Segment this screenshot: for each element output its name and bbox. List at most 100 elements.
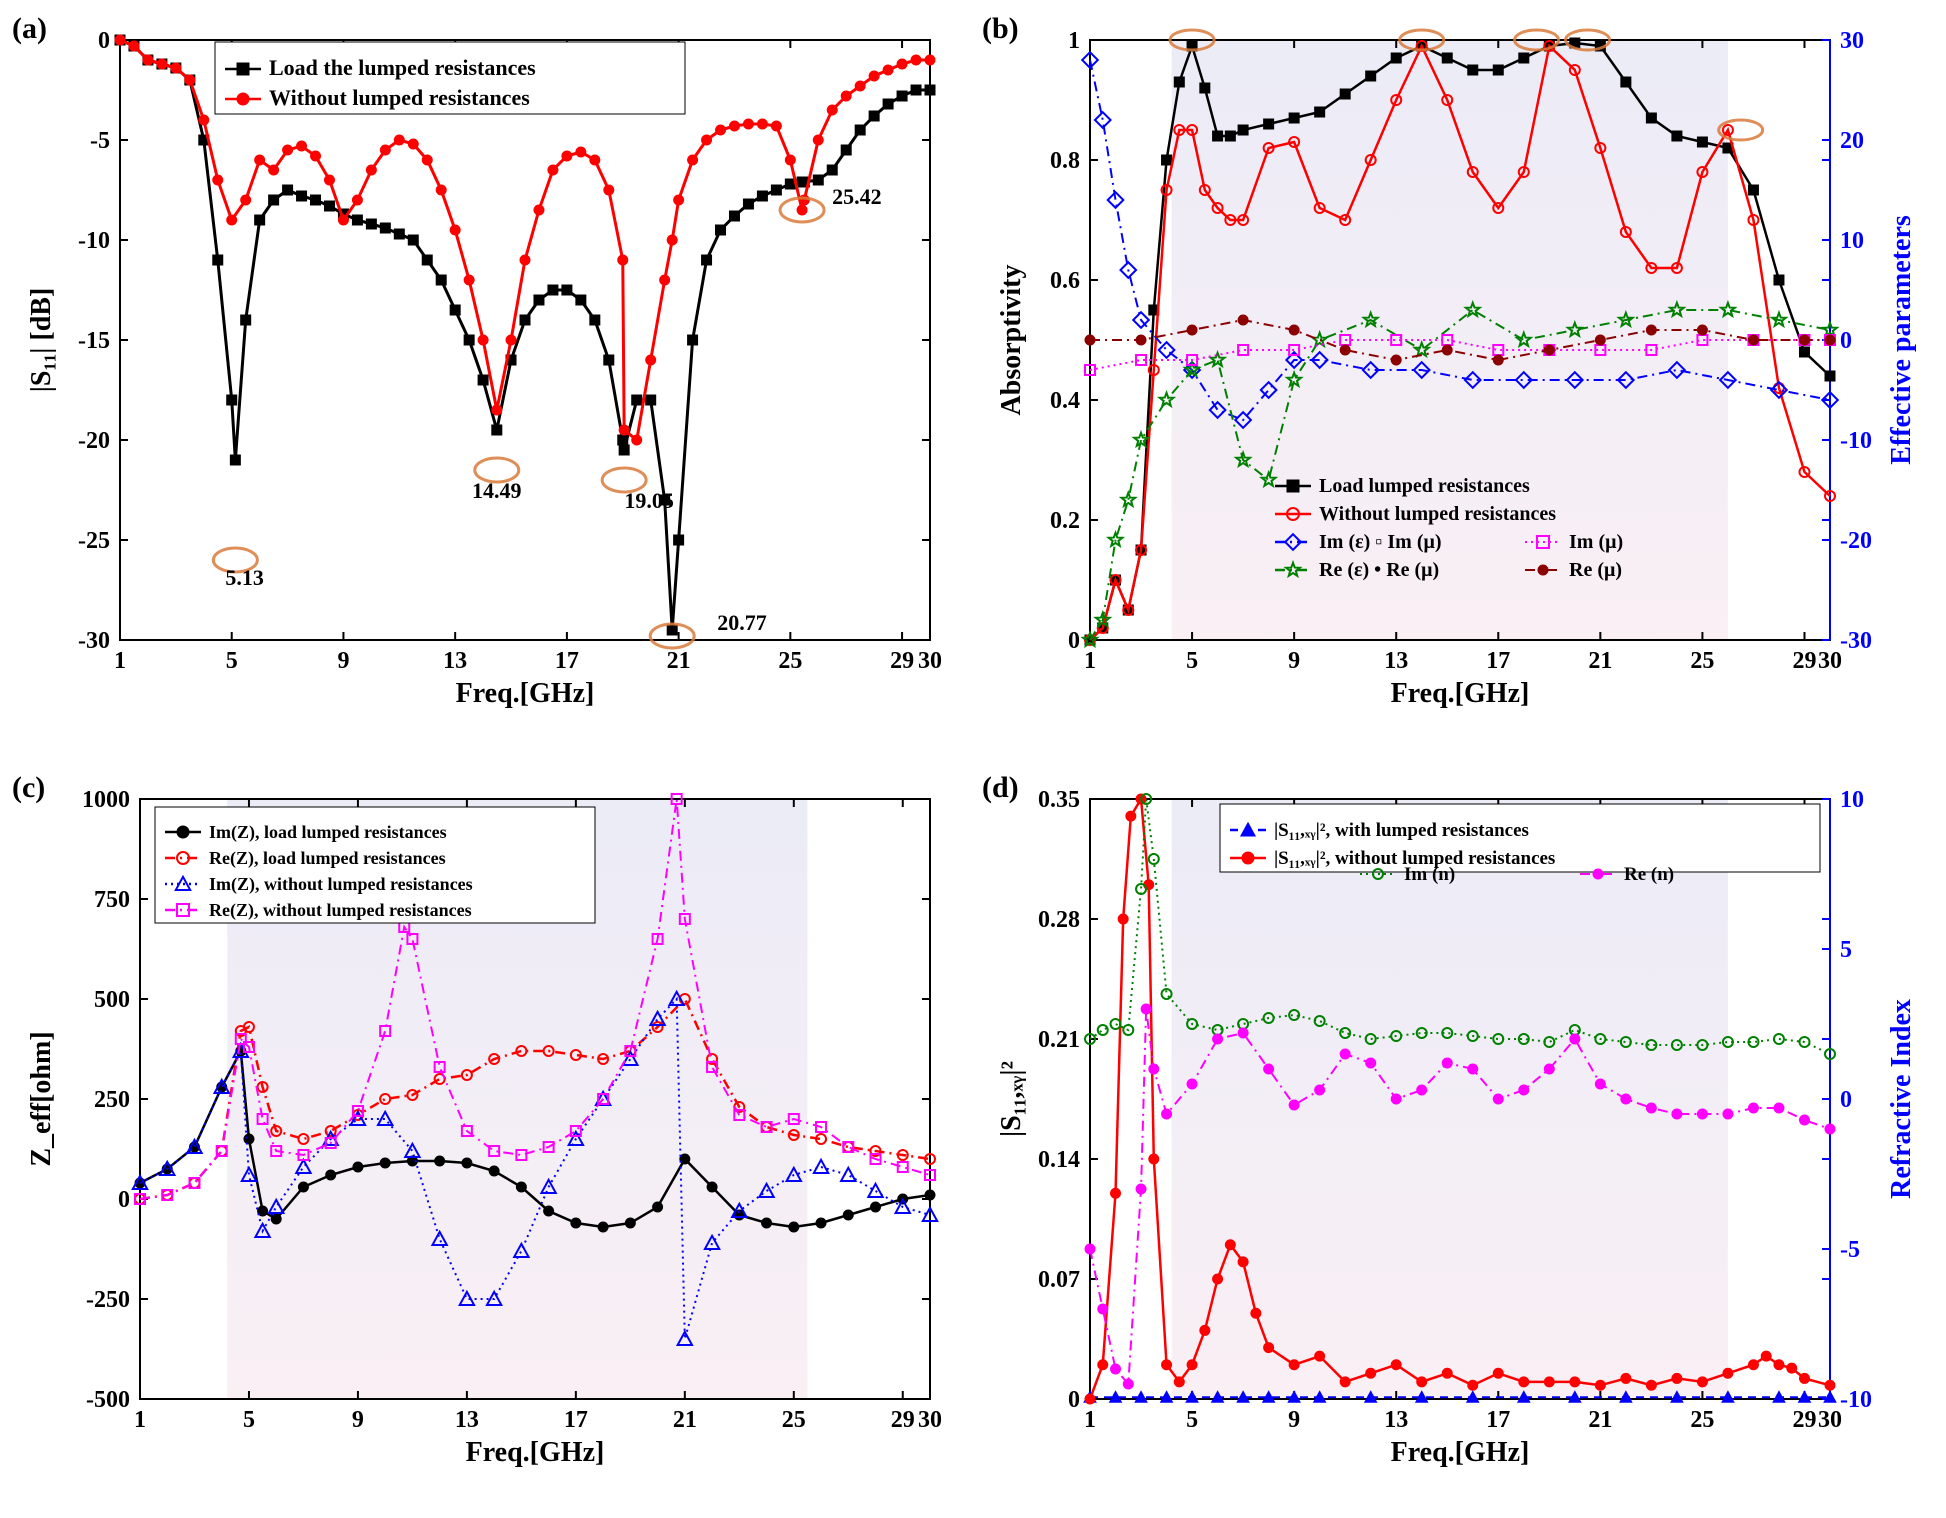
svg-text:1: 1 bbox=[1084, 1407, 1096, 1433]
svg-text:9: 9 bbox=[1288, 648, 1300, 674]
svg-text:5: 5 bbox=[1840, 937, 1852, 963]
svg-text:-500: -500 bbox=[86, 1387, 130, 1413]
svg-text:17: 17 bbox=[564, 1407, 588, 1433]
svg-text:29: 29 bbox=[1792, 648, 1816, 674]
svg-text:-30: -30 bbox=[1840, 628, 1872, 654]
svg-text:Freq.[GHz]: Freq.[GHz] bbox=[456, 678, 595, 709]
svg-text:29: 29 bbox=[890, 648, 914, 674]
svg-text:1: 1 bbox=[114, 648, 126, 674]
svg-text:250: 250 bbox=[94, 1087, 130, 1113]
svg-text:Absorptivity: Absorptivity bbox=[996, 265, 1027, 416]
panel-a-label: (a) bbox=[12, 12, 47, 46]
svg-text:-250: -250 bbox=[86, 1287, 130, 1313]
svg-text:25: 25 bbox=[1690, 648, 1714, 674]
svg-text:29: 29 bbox=[1792, 1407, 1816, 1433]
svg-text:17: 17 bbox=[1486, 648, 1510, 674]
svg-text:0.07: 0.07 bbox=[1038, 1267, 1080, 1293]
svg-text:30: 30 bbox=[1818, 1407, 1842, 1433]
svg-text:Im (μ): Im (μ) bbox=[1569, 531, 1623, 553]
svg-text:|S₁₁,ₓᵧ|², with lumped resista: |S₁₁,ₓᵧ|², with lumped resistances bbox=[1274, 820, 1529, 841]
svg-text:0: 0 bbox=[1068, 628, 1080, 654]
svg-text:Re(Z), load lumped resistances: Re(Z), load lumped resistances bbox=[209, 848, 446, 869]
svg-text:1: 1 bbox=[1084, 648, 1096, 674]
svg-text:Refractive Index: Refractive Index bbox=[1886, 999, 1917, 1199]
svg-text:-20: -20 bbox=[1840, 528, 1872, 554]
svg-text:19.05: 19.05 bbox=[624, 488, 674, 513]
svg-text:Z_eff[ohm]: Z_eff[ohm] bbox=[26, 1031, 57, 1166]
svg-text:20.77: 20.77 bbox=[717, 610, 767, 635]
svg-text:5: 5 bbox=[1186, 1407, 1198, 1433]
svg-text:21: 21 bbox=[1588, 648, 1612, 674]
svg-text:-20: -20 bbox=[78, 428, 110, 454]
svg-text:Re (μ): Re (μ) bbox=[1569, 559, 1622, 581]
svg-text:17: 17 bbox=[555, 648, 579, 674]
svg-text:10: 10 bbox=[1840, 228, 1864, 254]
svg-text:25: 25 bbox=[778, 648, 802, 674]
svg-text:13: 13 bbox=[1384, 648, 1408, 674]
svg-text:Freq.[GHz]: Freq.[GHz] bbox=[466, 1437, 605, 1468]
svg-text:9: 9 bbox=[337, 648, 349, 674]
svg-text:9: 9 bbox=[1288, 1407, 1300, 1433]
svg-text:Re (n): Re (n) bbox=[1624, 864, 1674, 885]
panel-a: (a) 159131721252930-30-25-20-15-10-50Fre… bbox=[20, 20, 960, 739]
svg-text:5.13: 5.13 bbox=[225, 565, 263, 590]
panel-b: (b) 15913172125293000.20.40.60.81-30-20-… bbox=[990, 20, 1930, 739]
svg-text:0: 0 bbox=[118, 1187, 130, 1213]
svg-text:Effective parameters: Effective parameters bbox=[1886, 215, 1917, 465]
svg-text:25: 25 bbox=[782, 1407, 806, 1433]
svg-text:-5: -5 bbox=[90, 128, 110, 154]
svg-text:13: 13 bbox=[443, 648, 467, 674]
svg-text:Without lumped resistances: Without lumped resistances bbox=[269, 85, 530, 110]
svg-text:20: 20 bbox=[1840, 128, 1864, 154]
svg-text:25: 25 bbox=[1690, 1407, 1714, 1433]
panel-d: (d) 15913172125293000.070.140.210.280.35… bbox=[990, 779, 1930, 1498]
svg-text:30: 30 bbox=[1840, 28, 1864, 54]
svg-text:Im(Z), without lumped resistan: Im(Z), without lumped resistances bbox=[209, 874, 473, 895]
svg-text:1: 1 bbox=[1068, 28, 1080, 54]
svg-text:5: 5 bbox=[226, 648, 238, 674]
svg-text:Im (ε) ▫ Im (μ): Im (ε) ▫ Im (μ) bbox=[1319, 531, 1442, 553]
svg-text:21: 21 bbox=[1588, 1407, 1612, 1433]
svg-text:1: 1 bbox=[134, 1407, 146, 1433]
figure-grid: (a) 159131721252930-30-25-20-15-10-50Fre… bbox=[20, 20, 1926, 1498]
svg-text:0.28: 0.28 bbox=[1038, 907, 1080, 933]
svg-text:0.6: 0.6 bbox=[1050, 268, 1080, 294]
svg-text:|S₁₁,ₓᵧ|²: |S₁₁,ₓᵧ|² bbox=[996, 1061, 1027, 1137]
svg-text:0: 0 bbox=[1068, 1387, 1080, 1413]
panel-c-label: (c) bbox=[12, 771, 45, 805]
svg-text:13: 13 bbox=[1384, 1407, 1408, 1433]
svg-text:0.35: 0.35 bbox=[1038, 787, 1080, 813]
svg-text:-10: -10 bbox=[78, 228, 110, 254]
svg-text:0: 0 bbox=[98, 28, 110, 54]
svg-text:Re(Z), without lumped resistan: Re(Z), without lumped resistances bbox=[209, 900, 472, 921]
svg-text:0.8: 0.8 bbox=[1050, 148, 1080, 174]
svg-text:Im(Z), load lumped resistances: Im(Z), load lumped resistances bbox=[209, 822, 447, 843]
svg-text:-10: -10 bbox=[1840, 1387, 1872, 1413]
svg-text:0.21: 0.21 bbox=[1038, 1027, 1080, 1053]
svg-text:5: 5 bbox=[243, 1407, 255, 1433]
svg-text:Freq.[GHz]: Freq.[GHz] bbox=[1391, 1437, 1530, 1468]
svg-text:Without lumped resistances: Without lumped resistances bbox=[1319, 503, 1556, 525]
svg-text:|S₁₁| [dB]: |S₁₁| [dB] bbox=[26, 288, 57, 393]
svg-text:30: 30 bbox=[918, 1407, 942, 1433]
svg-text:0.2: 0.2 bbox=[1050, 508, 1080, 534]
svg-text:-5: -5 bbox=[1840, 1237, 1860, 1263]
svg-text:14.49: 14.49 bbox=[472, 478, 522, 503]
svg-text:5: 5 bbox=[1186, 648, 1198, 674]
panel-b-label: (b) bbox=[982, 12, 1019, 46]
svg-text:-10: -10 bbox=[1840, 428, 1872, 454]
svg-text:1000: 1000 bbox=[82, 787, 130, 813]
svg-text:17: 17 bbox=[1486, 1407, 1510, 1433]
svg-text:750: 750 bbox=[94, 887, 130, 913]
svg-text:10: 10 bbox=[1840, 787, 1864, 813]
svg-text:Im (n): Im (n) bbox=[1404, 864, 1455, 885]
svg-text:0.14: 0.14 bbox=[1038, 1147, 1080, 1173]
svg-text:Re (ε) • Re (μ): Re (ε) • Re (μ) bbox=[1319, 559, 1439, 581]
svg-text:500: 500 bbox=[94, 987, 130, 1013]
svg-text:13: 13 bbox=[455, 1407, 479, 1433]
svg-text:Freq.[GHz]: Freq.[GHz] bbox=[1391, 678, 1530, 709]
svg-text:30: 30 bbox=[918, 648, 942, 674]
svg-text:Load lumped resistances: Load lumped resistances bbox=[1319, 475, 1530, 497]
svg-text:21: 21 bbox=[673, 1407, 697, 1433]
svg-text:9: 9 bbox=[352, 1407, 364, 1433]
